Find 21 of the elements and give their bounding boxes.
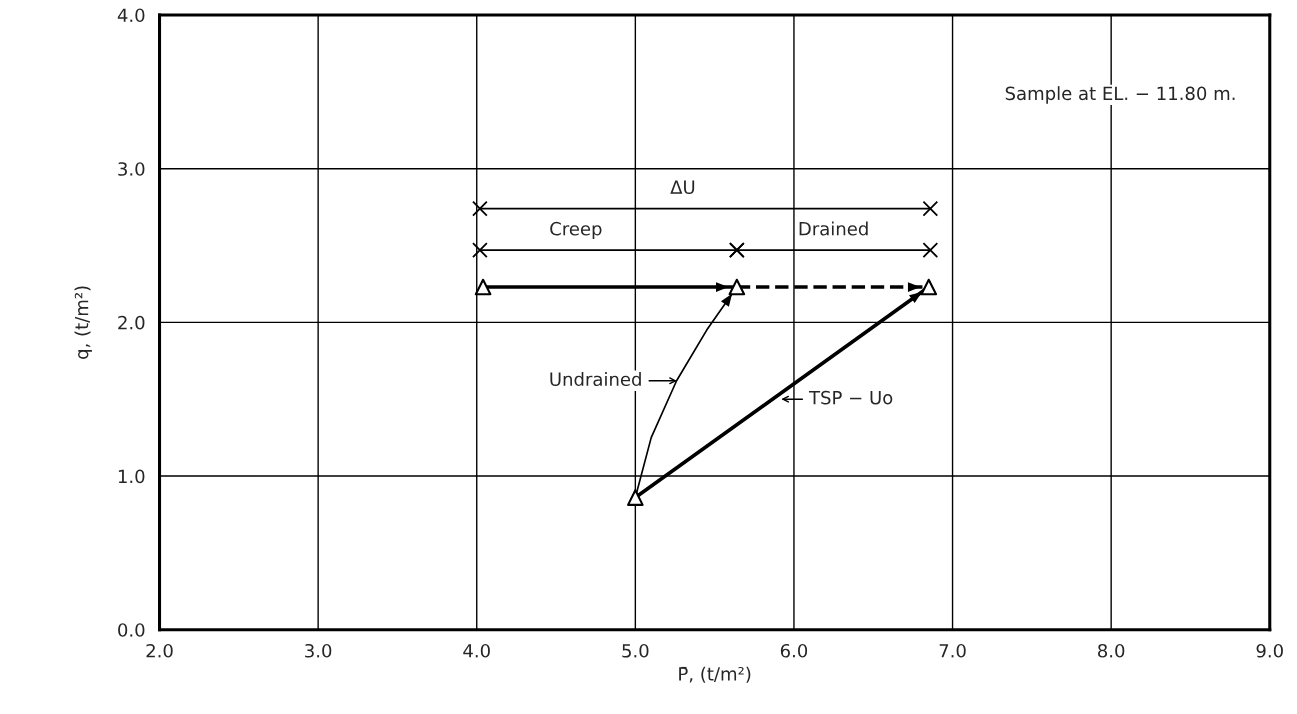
y-tick-label: 4.0 [117, 8, 145, 23]
annotation: Sample at EL. − 11.80 m. [1005, 86, 1235, 104]
x-tick-label: 7.0 [939, 643, 966, 658]
annotation: TSP − Uo [808, 390, 893, 405]
y-tick-label: 1.0 [118, 469, 145, 484]
y-tick-label: 3.0 [118, 162, 145, 176]
x-tick-label: 5.0 [622, 643, 649, 658]
x-tick-label: 6.0 [780, 643, 808, 658]
annotation: ΔU [670, 180, 695, 195]
x-tick-label: 9.0 [1256, 643, 1283, 658]
x-tick-label: 2.0 [146, 643, 173, 658]
annotation: Drained [799, 221, 868, 236]
x-tick-label: 8.0 [1098, 643, 1125, 658]
x-tick-label: 3.0 [305, 643, 332, 658]
y-tick-label: 2.0 [118, 315, 145, 330]
annotation: Undrained [550, 372, 641, 387]
y-axis-title: q, (t/m²) [74, 286, 92, 359]
x-axis-title: P̄, (t/m²) [679, 666, 751, 683]
annotation: Creep [550, 221, 602, 240]
y-tick-label: 0.0 [118, 623, 145, 637]
x-tick-label: 4.0 [463, 643, 490, 658]
